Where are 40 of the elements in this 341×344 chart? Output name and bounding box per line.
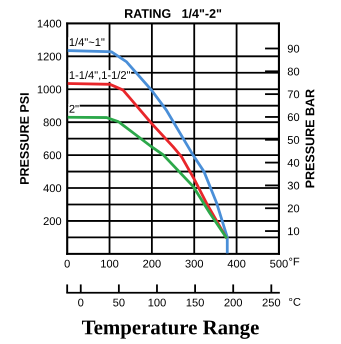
y-tick-label: 600 bbox=[44, 151, 62, 160]
series-label: 2" bbox=[69, 104, 79, 113]
series-label: 1-1/4",1-1/2" bbox=[70, 70, 130, 80]
x-tick-label: 400 bbox=[228, 260, 246, 268]
y2-tick-label: 20 bbox=[288, 204, 300, 212]
y2-tick-label: 90 bbox=[288, 44, 300, 53]
text: Temperature Range bbox=[82, 320, 259, 339]
x-tick-label: 300 bbox=[185, 260, 204, 268]
y2-tick-label: 80 bbox=[288, 68, 300, 76]
line-series bbox=[67, 116, 228, 239]
x2-axis-title: °C bbox=[289, 298, 301, 306]
y2-tick-label: 60 bbox=[288, 113, 300, 122]
y2-tick-label: 40 bbox=[288, 158, 300, 167]
y-tick-label: 200 bbox=[44, 217, 62, 226]
y2-tick-label: 30 bbox=[288, 182, 300, 190]
x-tick-label: 0 bbox=[64, 260, 70, 268]
y-tick-label: 1000 bbox=[38, 86, 62, 94]
line-series bbox=[67, 82, 228, 239]
x-tick-label: 200 bbox=[143, 260, 161, 268]
x-tick-label: 100 bbox=[101, 260, 118, 268]
x-axis-title: °F bbox=[289, 258, 300, 266]
y-tick-label: 400 bbox=[43, 184, 62, 192]
y-tick-label: 800 bbox=[44, 118, 62, 126]
line-series bbox=[67, 49, 229, 254]
x2-tick-label: 150 bbox=[186, 298, 204, 306]
y2-tick-label: 10 bbox=[288, 227, 300, 236]
chart-title: RATING 1/4"-2" bbox=[125, 8, 222, 18]
y-tick-label: 1400 bbox=[38, 20, 62, 28]
x2-tick-label: 200 bbox=[224, 298, 242, 306]
x2-tick-label: 0 bbox=[78, 298, 84, 306]
y2-axis-title: PRESSURE BAR bbox=[306, 89, 314, 188]
x2-tick-label: 100 bbox=[148, 298, 166, 306]
series-label: 1/4"~1" bbox=[70, 38, 104, 46]
x2-tick-label: 50 bbox=[113, 298, 125, 306]
y-axis-title: PRESSURE PSI bbox=[20, 93, 29, 184]
y2-tick-label: 50 bbox=[288, 136, 300, 144]
y-tick-label: 1200 bbox=[38, 52, 62, 60]
x-tick-label: 500 bbox=[270, 260, 288, 268]
x2-tick-label: 250 bbox=[262, 298, 280, 306]
y2-tick-label: 70 bbox=[288, 90, 300, 98]
